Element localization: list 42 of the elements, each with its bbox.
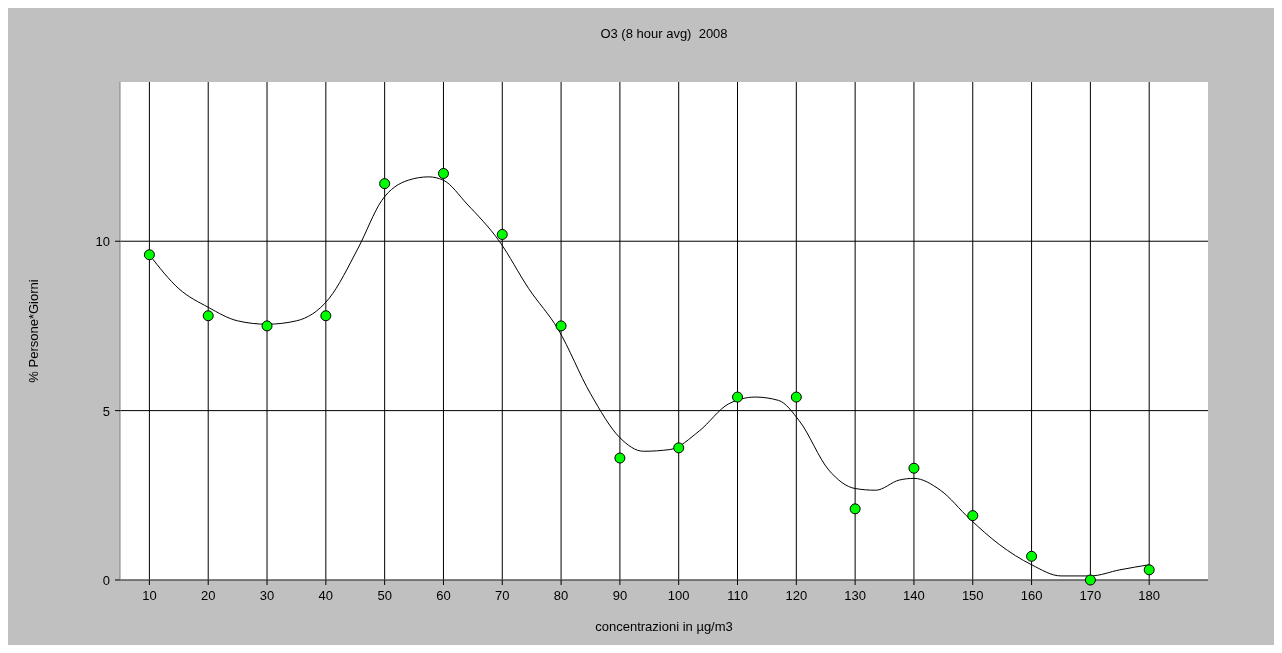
- x-tick-label: 100: [667, 588, 690, 603]
- point: [673, 442, 685, 454]
- x-tick-label: 10: [142, 588, 157, 603]
- point: [967, 510, 979, 522]
- x-tick-label: 110: [727, 588, 748, 603]
- point: [143, 249, 155, 261]
- point: [496, 228, 508, 240]
- point: [1143, 564, 1155, 576]
- y-tick-label: 10: [95, 234, 110, 250]
- point: [555, 320, 567, 332]
- x-tick-label: 20: [200, 588, 216, 603]
- x-tick-label: 120: [785, 588, 808, 603]
- chart-title: O3 (8 hour avg) 2008: [600, 26, 728, 41]
- x-tick-label: 140: [903, 588, 925, 603]
- x-tick-label: 160: [1020, 588, 1043, 603]
- x-tick-label: 80: [553, 588, 569, 603]
- point: [732, 391, 744, 403]
- x-tick-label: 90: [612, 588, 628, 603]
- point: [790, 391, 802, 403]
- x-tick-label: 30: [259, 588, 275, 603]
- x-tick-label: 50: [377, 588, 392, 603]
- x-axis-title: concentrazioni in µg/m3: [595, 619, 733, 634]
- point: [437, 167, 449, 179]
- point: [379, 178, 391, 190]
- point: [1084, 574, 1096, 586]
- point: [614, 452, 626, 464]
- x-tick-label: 130: [844, 588, 866, 603]
- x-tick-label: 170: [1079, 588, 1102, 603]
- x-tick-label: 180: [1138, 588, 1161, 603]
- point: [202, 310, 214, 322]
- x-tick-label: 150: [961, 588, 984, 603]
- point: [261, 320, 273, 332]
- x-tick-label: 40: [318, 588, 334, 603]
- point: [1026, 550, 1038, 562]
- point: [849, 503, 861, 515]
- x-tick-label: 70: [495, 588, 510, 603]
- y-tick-label: 0: [102, 573, 110, 588]
- y-axis-title: % Persone*Giorni: [26, 279, 41, 383]
- point: [908, 462, 920, 474]
- point: [320, 310, 332, 322]
- x-tick-label: 60: [436, 588, 451, 603]
- y-tick-label: 5: [102, 403, 110, 419]
